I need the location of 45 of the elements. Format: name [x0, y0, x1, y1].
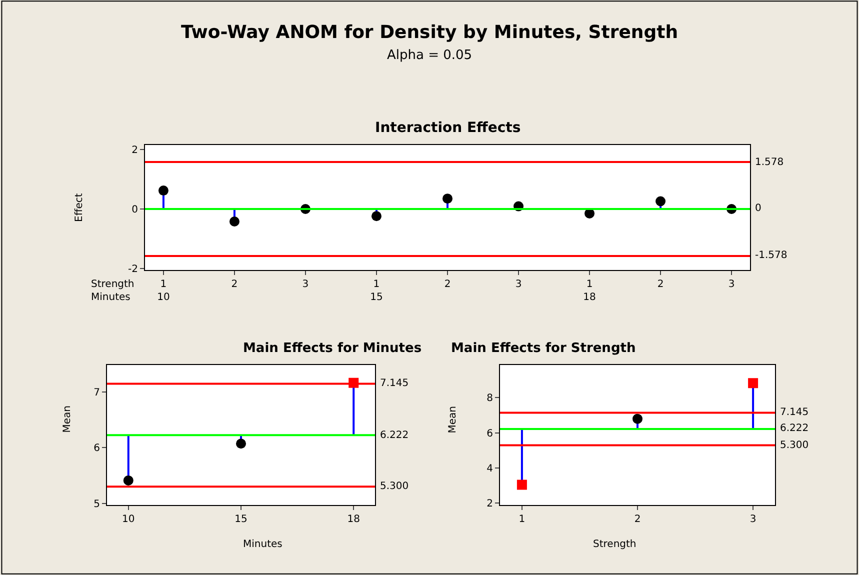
- x-tick-label: 1: [518, 514, 526, 525]
- y-tick-label: 5: [94, 498, 100, 510]
- ref-line-label: 6.222: [780, 423, 809, 434]
- y-tick-label: 8: [486, 393, 493, 404]
- y-axis-title: Effect: [74, 193, 85, 222]
- x-tick-label: 18: [347, 514, 360, 525]
- y-tick-label: 2: [486, 498, 493, 510]
- ref-line-label: 1.578: [755, 157, 784, 168]
- x-tick-label: 10: [122, 514, 135, 525]
- text: Alpha = 0.05: [387, 48, 472, 63]
- x-axis-title: Strength: [593, 539, 636, 550]
- x-tick-label: 3: [750, 514, 756, 525]
- x-axis-title: Minutes: [243, 539, 282, 550]
- y-tick-label: 6: [486, 428, 493, 440]
- y-tick-label: 2: [132, 144, 138, 156]
- y-axis-title: Mean: [447, 406, 458, 434]
- y-tick-label: 0: [132, 204, 138, 216]
- ref-line-label: 0: [755, 203, 762, 214]
- x-tick-label: 1 10: [157, 279, 170, 303]
- text: Two-Way ANOM for Density by Minutes, Strength: [181, 22, 678, 43]
- x-tick-label: 2: [444, 279, 451, 290]
- x-tick-label: 2: [231, 279, 238, 290]
- y-axis-title: Mean: [62, 406, 73, 433]
- x-tick-label: 3: [728, 279, 735, 290]
- y-tick-label: 7: [94, 387, 100, 398]
- x-tick-label: 2: [634, 514, 641, 525]
- y-tick-label: -2: [128, 264, 138, 276]
- y-tick-label: 6: [94, 443, 100, 454]
- x-tick-label: 3: [515, 279, 522, 290]
- chart-title: Main Effects for Minutes: [243, 341, 422, 356]
- x-tick-label: 3: [302, 279, 309, 290]
- x-tick-label: 1 18: [583, 279, 596, 303]
- ref-line-label: 6.222: [380, 430, 409, 441]
- x-tick-label: 1 15: [370, 279, 383, 303]
- chart-title: Interaction Effects: [375, 120, 521, 136]
- ref-line-label: -1.578: [755, 250, 788, 261]
- ref-line-label: 5.300: [780, 440, 809, 451]
- ref-line-label: 7.145: [780, 407, 809, 418]
- y-tick-label: 4: [486, 464, 493, 475]
- ref-line-label: 5.300: [380, 481, 409, 492]
- x-axis-title: Strength Minutes: [91, 279, 134, 303]
- ref-line-label: 7.145: [380, 378, 409, 389]
- x-tick-label: 2: [657, 279, 664, 290]
- x-tick-label: 15: [234, 514, 248, 525]
- chart-title: Main Effects for Strength: [451, 341, 636, 356]
